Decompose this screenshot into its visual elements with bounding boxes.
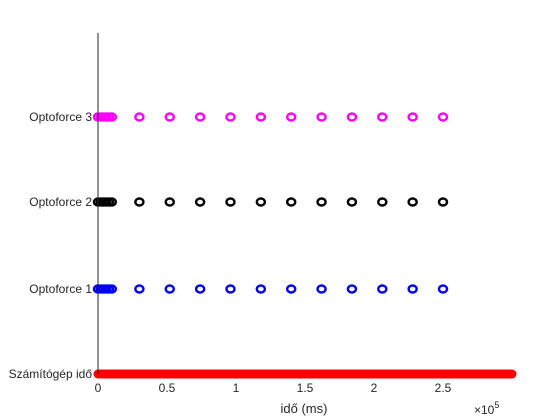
data-point-optoforce-1	[407, 284, 418, 294]
data-point-optoforce-2	[164, 197, 175, 207]
data-point-optoforce-3	[164, 112, 175, 122]
data-point-optoforce-3	[286, 112, 297, 122]
data-point-optoforce-1	[164, 284, 175, 294]
data-point-optoforce-3	[377, 112, 388, 122]
data-point-optoforce-2	[346, 197, 358, 207]
data-point-optoforce-3	[225, 112, 236, 122]
data-point-optoforce-2	[377, 197, 388, 207]
y-tick-label-szamitogep-ido: Számítógép idő	[9, 367, 93, 381]
data-point-optoforce-2	[194, 197, 206, 207]
data-point-optoforce-1	[437, 284, 449, 294]
data-point-optoforce-2	[255, 197, 267, 207]
data-point-optoforce-1	[194, 284, 206, 294]
data-point-optoforce-3	[106, 112, 118, 122]
data-point-optoforce-3	[134, 112, 145, 122]
x-axis-exponent: ×105	[474, 400, 499, 417]
data-point-optoforce-2	[106, 197, 118, 207]
x-tick-labels: 0 0.5 1 1.5 2 2.5	[95, 381, 452, 395]
data-point-optoforce-3	[437, 112, 449, 122]
data-point-optoforce-1	[255, 284, 267, 294]
data-point-optoforce-1	[106, 284, 118, 294]
chart-marks	[92, 112, 517, 379]
data-point-optoforce-3	[316, 112, 327, 122]
data-point-optoforce-2	[134, 197, 145, 207]
data-point-optoforce-1	[286, 284, 297, 294]
data-point-optoforce-1	[346, 284, 358, 294]
y-tick-label-optoforce-3: Optoforce 3	[29, 110, 92, 124]
y-tick-label-optoforce-1: Optoforce 1	[29, 282, 92, 296]
x-tick-label: 1.5	[297, 381, 314, 395]
data-point-optoforce-2	[286, 197, 297, 207]
data-point-optoforce-2	[316, 197, 327, 207]
y-tick-labels: Számítógép idő Optoforce 1 Optoforce 2 Opto…	[9, 110, 93, 381]
x-tick-label: 2	[371, 381, 378, 395]
x-tick-label: 0	[95, 381, 102, 395]
data-point-optoforce-3	[407, 112, 418, 122]
y-tick-label-optoforce-2: Optoforce 2	[29, 195, 92, 209]
data-point-optoforce-1	[316, 284, 327, 294]
x-axis-label: idő (ms)	[281, 401, 328, 416]
data-point-optoforce-2	[437, 197, 449, 207]
data-point-optoforce-1	[134, 284, 145, 294]
data-point-optoforce-2	[225, 197, 236, 207]
x-tick-label: 1	[233, 381, 240, 395]
data-point-optoforce-3	[194, 112, 206, 122]
data-point-optoforce-1	[377, 284, 388, 294]
data-point-optoforce-2	[407, 197, 418, 207]
data-point-optoforce-3	[346, 112, 358, 122]
x-tick-label: 2.5	[435, 381, 452, 395]
x-tick-label: 0.5	[159, 381, 176, 395]
data-point-optoforce-3	[255, 112, 267, 122]
data-point-optoforce-1	[225, 284, 236, 294]
